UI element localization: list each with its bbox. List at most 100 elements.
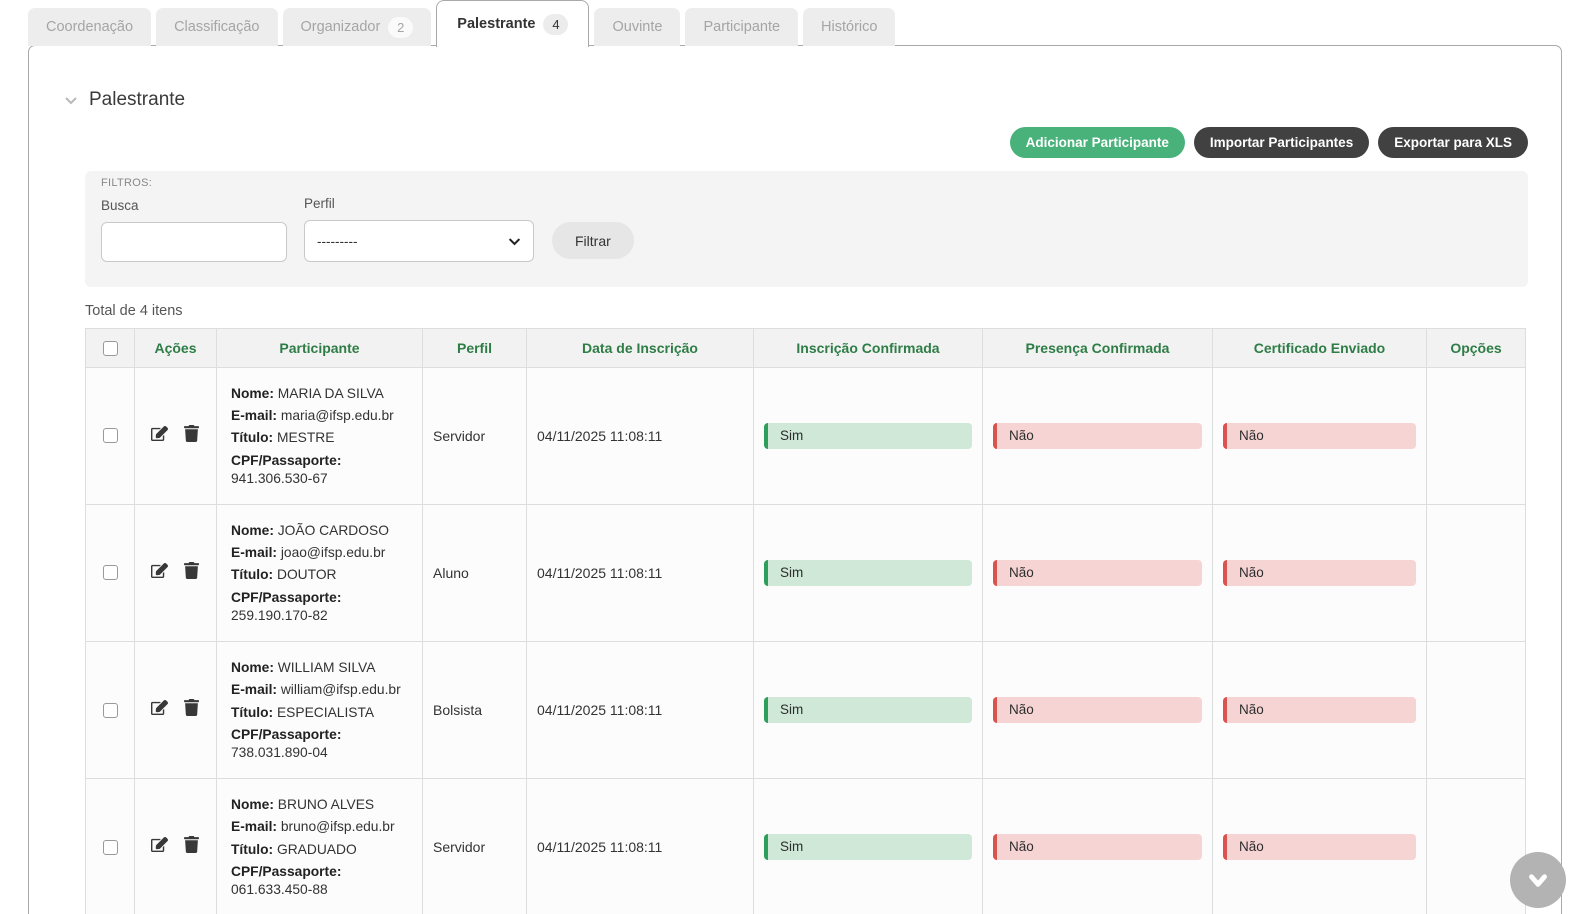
- import-participants-button[interactable]: Importar Participantes: [1193, 127, 1370, 158]
- participant-email: maria@ifsp.edu.br: [280, 407, 394, 423]
- filtrar-button[interactable]: Filtrar: [552, 222, 634, 259]
- email-label: E-mail:: [231, 545, 277, 561]
- status-badge-certificado: Não: [1223, 423, 1416, 450]
- participant-email: william@ifsp.edu.br: [280, 682, 401, 698]
- registration-date: 04/11/2025 11:08:11: [526, 504, 754, 643]
- header-data-inscricao: Data de Inscrição: [526, 328, 754, 368]
- filters-box: FILTROS: Busca Perfil --------- Filtrar: [85, 171, 1528, 287]
- tab-coordenacao[interactable]: Coordenação: [28, 8, 152, 46]
- participant-profile: Bolsista: [422, 641, 527, 780]
- tab-label: Classificação: [174, 19, 260, 35]
- status-badge-certificado: Não: [1223, 560, 1416, 587]
- participant-title: DOUTOR: [276, 567, 337, 583]
- participant-email: bruno@ifsp.edu.br: [280, 819, 395, 835]
- edit-icon[interactable]: [151, 425, 169, 447]
- edit-icon[interactable]: [151, 562, 169, 584]
- scroll-down-button[interactable]: [1510, 852, 1566, 908]
- cpf-label: CPF/Passaporte:: [231, 452, 342, 468]
- filters-legend: FILTROS:: [101, 177, 153, 189]
- perfil-select[interactable]: ---------: [304, 220, 534, 262]
- registration-date: 04/11/2025 11:08:11: [526, 366, 754, 506]
- participant-cpf: 061.633.450-88: [231, 882, 328, 898]
- delete-icon[interactable]: [183, 699, 200, 721]
- options-cell: [1426, 366, 1526, 506]
- header-inscricao-confirmada: Inscrição Confirmada: [753, 328, 983, 368]
- titulo-label: Título:: [231, 567, 274, 583]
- participant-email: joao@ifsp.edu.br: [280, 545, 386, 561]
- delete-icon[interactable]: [183, 836, 200, 858]
- header-acoes: Ações: [134, 328, 217, 368]
- busca-label: Busca: [101, 198, 139, 213]
- participant-name: WILLIAM SILVA: [277, 659, 376, 675]
- table-row: Nome: WILLIAM SILVA E-mail: william@ifsp…: [85, 641, 1526, 780]
- participant-profile: Servidor: [422, 778, 527, 914]
- collapse-chevron-icon[interactable]: [63, 92, 79, 108]
- header-perfil: Perfil: [422, 328, 527, 368]
- status-badge-certificado: Não: [1223, 697, 1416, 724]
- tab-label: Palestrante: [457, 16, 536, 32]
- status-badge-inscricao: Sim: [764, 560, 972, 587]
- edit-icon[interactable]: [151, 699, 169, 721]
- header-presenca-confirmada: Presença Confirmada: [982, 328, 1213, 368]
- titulo-label: Título:: [231, 704, 274, 720]
- cpf-label: CPF/Passaporte:: [231, 589, 342, 605]
- tab-ouvinte[interactable]: Ouvinte: [594, 8, 681, 46]
- tab-label: Participante: [703, 19, 781, 35]
- participant-cpf: 259.190.170-82: [231, 607, 328, 623]
- participant-title: MESTRE: [276, 430, 335, 446]
- edit-icon[interactable]: [151, 836, 169, 858]
- table-row: Nome: JOÃO CARDOSO E-mail: joao@ifsp.edu…: [85, 504, 1526, 643]
- palestrante-panel: Palestrante Adicionar Participante Impor…: [28, 45, 1562, 914]
- participant-title: GRADUADO: [276, 841, 357, 857]
- participant-cpf: 941.306.530-67: [231, 470, 328, 486]
- cpf-label: CPF/Passaporte:: [231, 864, 342, 880]
- header-opcoes: Opções: [1426, 328, 1526, 368]
- nome-label: Nome:: [231, 522, 274, 538]
- participant-name: BRUNO ALVES: [277, 796, 375, 812]
- total-items-top: Total de 4 itens: [85, 303, 183, 319]
- select-all-checkbox[interactable]: [102, 341, 118, 357]
- tab-participante[interactable]: Participante: [685, 8, 799, 46]
- tab-label: Ouvinte: [612, 19, 663, 35]
- chevron-down-icon: [508, 237, 521, 245]
- perfil-select-value: ---------: [317, 233, 358, 249]
- row-checkbox[interactable]: [102, 565, 118, 581]
- participant-cpf: 738.031.890-04: [231, 744, 328, 760]
- options-cell: [1426, 778, 1526, 914]
- options-cell: [1426, 504, 1526, 643]
- row-checkbox[interactable]: [102, 839, 118, 855]
- status-badge-inscricao: Sim: [764, 423, 972, 450]
- row-checkbox[interactable]: [102, 702, 118, 718]
- titulo-label: Título:: [231, 841, 274, 857]
- participant-name: JOÃO CARDOSO: [277, 522, 389, 538]
- section-header: Palestrante: [65, 89, 1528, 111]
- export-xls-button[interactable]: Exportar para XLS: [1378, 127, 1528, 158]
- busca-input[interactable]: [101, 222, 287, 262]
- participant-profile: Aluno: [422, 504, 527, 643]
- header-participante: Participante: [216, 328, 423, 368]
- cpf-label: CPF/Passaporte:: [231, 726, 342, 742]
- titulo-label: Título:: [231, 430, 274, 446]
- tab-organizador[interactable]: Organizador 2: [282, 8, 432, 46]
- tab-label: Coordenação: [46, 19, 134, 35]
- tab-classificacao[interactable]: Classificação: [156, 8, 278, 46]
- row-checkbox[interactable]: [102, 428, 118, 444]
- table-row: Nome: BRUNO ALVES E-mail: bruno@ifsp.edu…: [85, 778, 1526, 914]
- add-participant-button[interactable]: Adicionar Participante: [1009, 127, 1185, 158]
- nome-label: Nome:: [231, 796, 274, 812]
- status-badge-certificado: Não: [1223, 834, 1416, 861]
- header-certificado-enviado: Certificado Enviado: [1212, 328, 1427, 368]
- status-badge-presenca: Não: [993, 697, 1202, 724]
- delete-icon[interactable]: [183, 562, 200, 584]
- tab-historico[interactable]: Histórico: [803, 8, 896, 46]
- participant-profile: Servidor: [422, 366, 527, 506]
- tab-count-badge: 2: [388, 16, 414, 38]
- email-label: E-mail:: [231, 819, 277, 835]
- status-badge-presenca: Não: [993, 834, 1202, 861]
- status-badge-inscricao: Sim: [764, 697, 972, 724]
- delete-icon[interactable]: [183, 425, 200, 447]
- registration-date: 04/11/2025 11:08:11: [526, 778, 754, 914]
- status-badge-presenca: Não: [993, 423, 1202, 450]
- tab-palestrante[interactable]: Palestrante 4: [436, 0, 590, 47]
- page-title: Palestrante: [89, 89, 186, 110]
